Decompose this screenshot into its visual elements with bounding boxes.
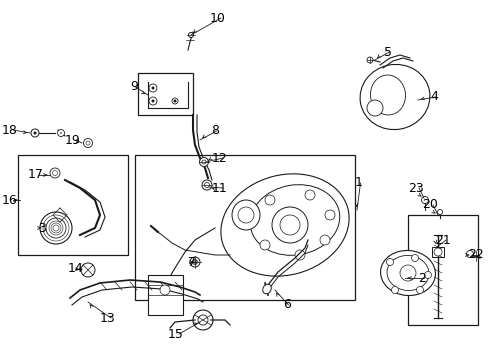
Circle shape <box>198 315 208 325</box>
Bar <box>148 275 183 315</box>
Bar <box>18 155 128 255</box>
Circle shape <box>367 57 373 63</box>
Ellipse shape <box>221 174 349 276</box>
Ellipse shape <box>250 185 340 255</box>
Ellipse shape <box>360 64 430 130</box>
Circle shape <box>50 168 60 178</box>
Text: 4: 4 <box>430 90 438 104</box>
Text: 14: 14 <box>68 261 84 274</box>
Circle shape <box>193 310 213 330</box>
Bar <box>408 215 478 325</box>
Circle shape <box>51 223 61 233</box>
Circle shape <box>173 99 176 103</box>
Text: 15: 15 <box>168 328 184 341</box>
Circle shape <box>438 210 442 215</box>
Text: 1: 1 <box>355 176 363 189</box>
Circle shape <box>265 195 275 205</box>
Circle shape <box>52 171 57 175</box>
Text: 17: 17 <box>28 168 44 181</box>
Ellipse shape <box>232 200 260 230</box>
Circle shape <box>466 251 473 257</box>
Circle shape <box>149 97 157 105</box>
Circle shape <box>60 132 62 134</box>
Circle shape <box>238 207 254 223</box>
Circle shape <box>421 197 428 203</box>
Text: 18: 18 <box>2 123 18 136</box>
Circle shape <box>202 180 212 190</box>
Text: 19: 19 <box>65 134 81 147</box>
Circle shape <box>434 248 442 256</box>
Circle shape <box>412 255 418 261</box>
Text: 7: 7 <box>188 256 196 269</box>
Text: 16: 16 <box>2 194 18 207</box>
Circle shape <box>190 257 200 267</box>
Text: 12: 12 <box>212 152 228 165</box>
Circle shape <box>320 235 330 245</box>
Ellipse shape <box>381 251 436 296</box>
Ellipse shape <box>370 75 406 115</box>
Circle shape <box>260 240 270 250</box>
Circle shape <box>151 86 154 90</box>
Circle shape <box>424 271 432 279</box>
Circle shape <box>280 215 300 235</box>
Ellipse shape <box>263 284 271 294</box>
Circle shape <box>400 265 416 281</box>
Bar <box>135 155 355 300</box>
Bar <box>138 73 193 115</box>
Circle shape <box>387 258 393 266</box>
Circle shape <box>33 131 36 135</box>
Circle shape <box>199 158 209 166</box>
Bar <box>432 247 444 257</box>
Text: 6: 6 <box>283 298 291 311</box>
Text: 8: 8 <box>211 125 219 138</box>
Text: 13: 13 <box>100 311 116 324</box>
Text: 11: 11 <box>212 181 228 194</box>
Circle shape <box>83 139 93 148</box>
Text: 10: 10 <box>210 12 226 24</box>
Circle shape <box>272 207 308 243</box>
Circle shape <box>202 160 206 164</box>
Text: 3: 3 <box>38 221 46 234</box>
Circle shape <box>160 285 170 295</box>
Circle shape <box>325 210 335 220</box>
Circle shape <box>193 260 197 265</box>
Circle shape <box>86 141 90 145</box>
Text: 20: 20 <box>422 198 438 211</box>
Circle shape <box>204 183 210 188</box>
Circle shape <box>81 263 95 277</box>
Circle shape <box>46 218 66 238</box>
Circle shape <box>149 84 157 92</box>
Text: 21: 21 <box>435 234 451 247</box>
Circle shape <box>295 250 305 260</box>
Circle shape <box>172 98 178 104</box>
Circle shape <box>31 129 39 137</box>
Circle shape <box>416 287 423 293</box>
Ellipse shape <box>387 256 429 291</box>
Circle shape <box>367 100 383 116</box>
Circle shape <box>151 99 154 103</box>
Text: 5: 5 <box>384 45 392 58</box>
Text: 9: 9 <box>130 81 138 94</box>
Circle shape <box>40 212 72 244</box>
Circle shape <box>57 130 65 136</box>
Text: 22: 22 <box>468 248 484 261</box>
Circle shape <box>305 190 315 200</box>
Circle shape <box>189 32 194 37</box>
Circle shape <box>392 287 398 293</box>
Text: 2: 2 <box>418 271 426 284</box>
Text: 23: 23 <box>408 181 424 194</box>
